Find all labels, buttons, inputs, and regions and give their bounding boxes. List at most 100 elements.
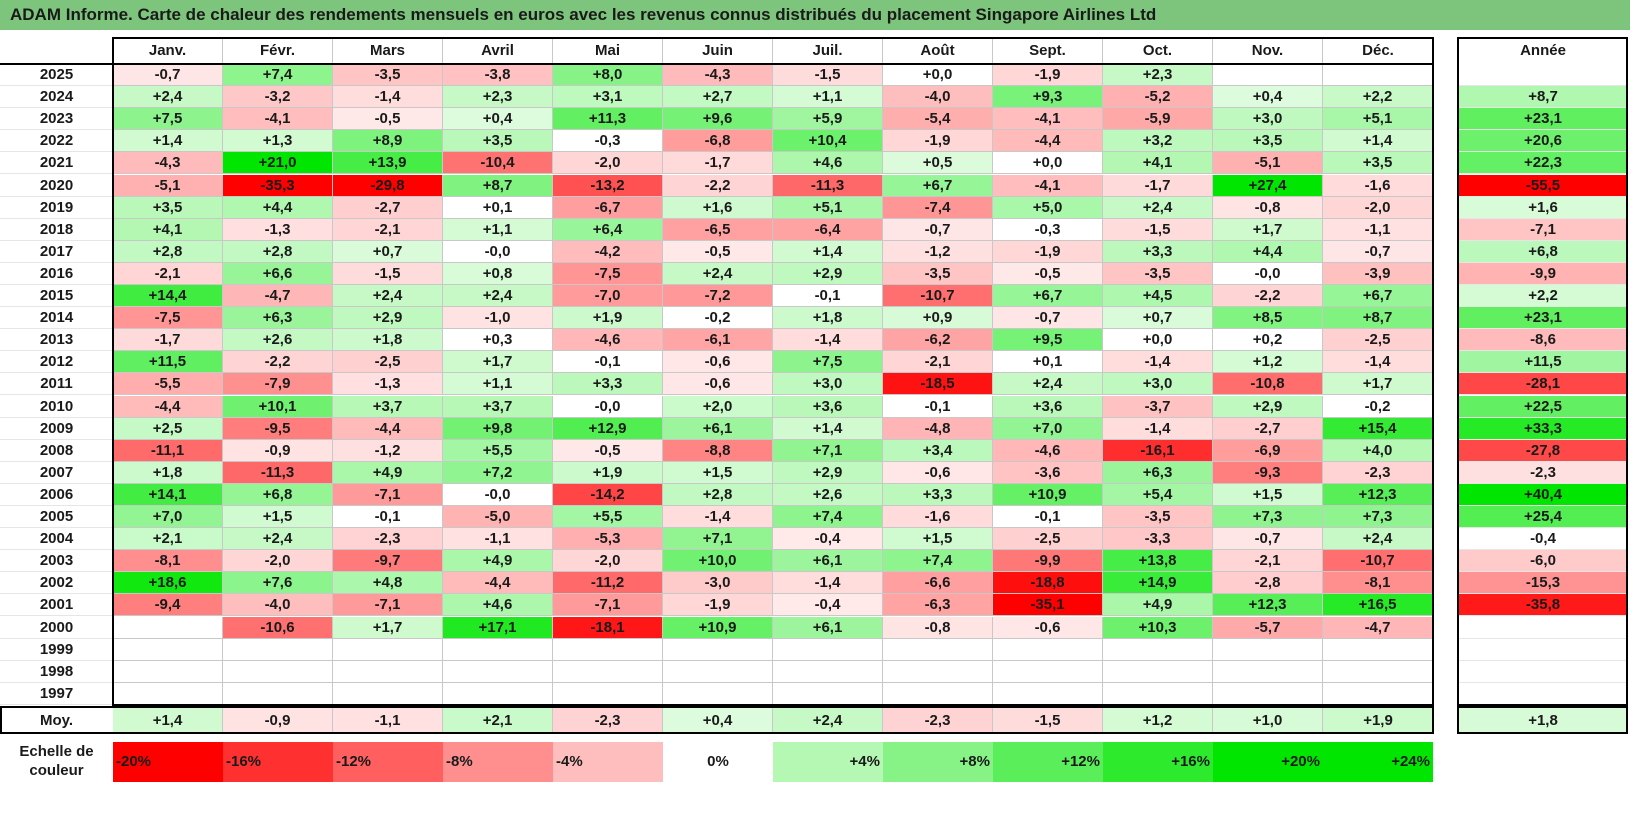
heatmap-cell (443, 682, 553, 705)
year-label: 2021 (0, 152, 113, 175)
heatmap-cell: -5,9 (1103, 108, 1213, 131)
heatmap-cell: +2,4 (113, 86, 223, 109)
column-header: Nov. (1213, 38, 1323, 64)
annual-cell: +33,3 (1458, 417, 1628, 440)
year-label: 2000 (0, 616, 113, 639)
heatmap-cell: +2,0 (663, 395, 773, 418)
heatmap-cell: +6,1 (663, 417, 773, 440)
heatmap-cell: +2,2 (1323, 86, 1433, 109)
heatmap-cell (1213, 64, 1323, 87)
heatmap-cell: +1,2 (1213, 351, 1323, 374)
year-label: 2002 (0, 572, 113, 595)
heatmap-cell: -7,0 (553, 285, 663, 308)
heatmap-cell: -4,4 (443, 572, 553, 595)
heatmap-cell: -3,8 (443, 64, 553, 87)
heatmap-cell: -1,4 (1323, 351, 1433, 374)
heatmap-cell: -4,1 (993, 174, 1103, 197)
heatmap-cell: -3,7 (1103, 395, 1213, 418)
heatmap-cell: +1,4 (1323, 130, 1433, 153)
annual-cell (1458, 660, 1628, 683)
average-cell: +2,4 (773, 708, 883, 733)
heatmap-cell: +1,1 (773, 86, 883, 109)
color-scale-stop: 0% (663, 742, 773, 782)
heatmap-cell: +4,0 (1323, 439, 1433, 462)
heatmap-cell: +3,3 (883, 483, 993, 506)
heatmap-cell: +3,0 (1103, 373, 1213, 396)
heatmap-cell: -1,5 (333, 262, 443, 285)
heatmap-cell: +2,8 (223, 240, 333, 263)
heatmap-cell: -7,1 (553, 594, 663, 617)
heatmap-cell: -0,5 (333, 108, 443, 131)
year-label: 2005 (0, 506, 113, 529)
heatmap-cell: -4,3 (113, 152, 223, 175)
heatmap-cell: +15,4 (1323, 417, 1433, 440)
heatmap-cell: -1,1 (443, 528, 553, 551)
heatmap-cell: -5,3 (553, 528, 663, 551)
heatmap-cell: -2,3 (1323, 461, 1433, 484)
heatmap-cell: -6,9 (1213, 439, 1323, 462)
heatmap-cell: +4,1 (113, 218, 223, 241)
column-header-annual: Année (1458, 38, 1628, 64)
heatmap-cell: -7,9 (223, 373, 333, 396)
heatmap-cell: -0,1 (773, 285, 883, 308)
heatmap-cell: +2,9 (773, 262, 883, 285)
heatmap-cell: +7,4 (883, 550, 993, 573)
heatmap-cell: -1,9 (663, 594, 773, 617)
heatmap-cell: +2,4 (223, 528, 333, 551)
heatmap-cell: -1,4 (773, 572, 883, 595)
year-label: 2008 (0, 439, 113, 462)
heatmap-cell: +6,1 (773, 550, 883, 573)
heatmap-cell: +8,7 (1323, 307, 1433, 330)
heatmap-cell: -6,1 (663, 329, 773, 352)
heatmap-cell: +13,8 (1103, 550, 1213, 573)
average-cell: +1,9 (1323, 708, 1433, 733)
heatmap-cell: -0,6 (883, 461, 993, 484)
heatmap-cell: +9,3 (993, 86, 1103, 109)
heatmap-cell: -0,1 (333, 506, 443, 529)
heatmap-cell: +10,4 (773, 130, 883, 153)
color-scale-stop: +8% (883, 742, 993, 782)
heatmap-cell: -0,1 (883, 395, 993, 418)
heatmap-cell: +4,5 (1103, 285, 1213, 308)
heatmap-cell: +5,1 (773, 196, 883, 219)
heatmap-cell: +2,4 (443, 285, 553, 308)
heatmap-cell: +6,1 (773, 616, 883, 639)
annual-cell (1458, 638, 1628, 661)
heatmap-cell: +3,2 (1103, 130, 1213, 153)
year-label: 2023 (0, 108, 113, 131)
year-label: 2015 (0, 285, 113, 308)
heatmap-cell: +6,7 (1323, 285, 1433, 308)
heatmap-cell: +7,6 (223, 572, 333, 595)
heatmap-cell: +4,4 (223, 196, 333, 219)
heatmap-cell (993, 682, 1103, 705)
year-label: 1997 (0, 682, 113, 705)
heatmap-cell: -11,1 (113, 439, 223, 462)
heatmap-cell: -1,4 (333, 86, 443, 109)
heatmap-cell: -0,7 (1213, 528, 1323, 551)
heatmap-cell: +3,7 (443, 395, 553, 418)
heatmap-cell: -2,1 (333, 218, 443, 241)
heatmap-cell: -7,5 (553, 262, 663, 285)
average-cell: -1,5 (993, 708, 1103, 733)
heatmap-cell: -0,5 (993, 262, 1103, 285)
heatmap-cell: -0,2 (1323, 395, 1433, 418)
heatmap-cell (223, 682, 333, 705)
heatmap-cell (553, 682, 663, 705)
heatmap-cell: +0,7 (333, 240, 443, 263)
heatmap-cell: +9,8 (443, 417, 553, 440)
heatmap-cell: +3,3 (1103, 240, 1213, 263)
heatmap-cell: +3,6 (773, 395, 883, 418)
heatmap-cell: +1,5 (663, 461, 773, 484)
heatmap-cell: -4,7 (1323, 616, 1433, 639)
heatmap-cell: +6,7 (993, 285, 1103, 308)
heatmap-cell: -0,6 (663, 373, 773, 396)
heatmap-cell: +2,7 (663, 86, 773, 109)
color-scale-stop: +24% (1323, 742, 1433, 782)
heatmap-cell: -2,2 (663, 174, 773, 197)
heatmap-cell: -1,9 (883, 130, 993, 153)
heatmap-cell (1213, 682, 1323, 705)
heatmap-cell (773, 638, 883, 661)
heatmap-cell: +4,9 (333, 461, 443, 484)
heatmap-cell (1103, 682, 1213, 705)
heatmap-cell: +27,4 (1213, 174, 1323, 197)
